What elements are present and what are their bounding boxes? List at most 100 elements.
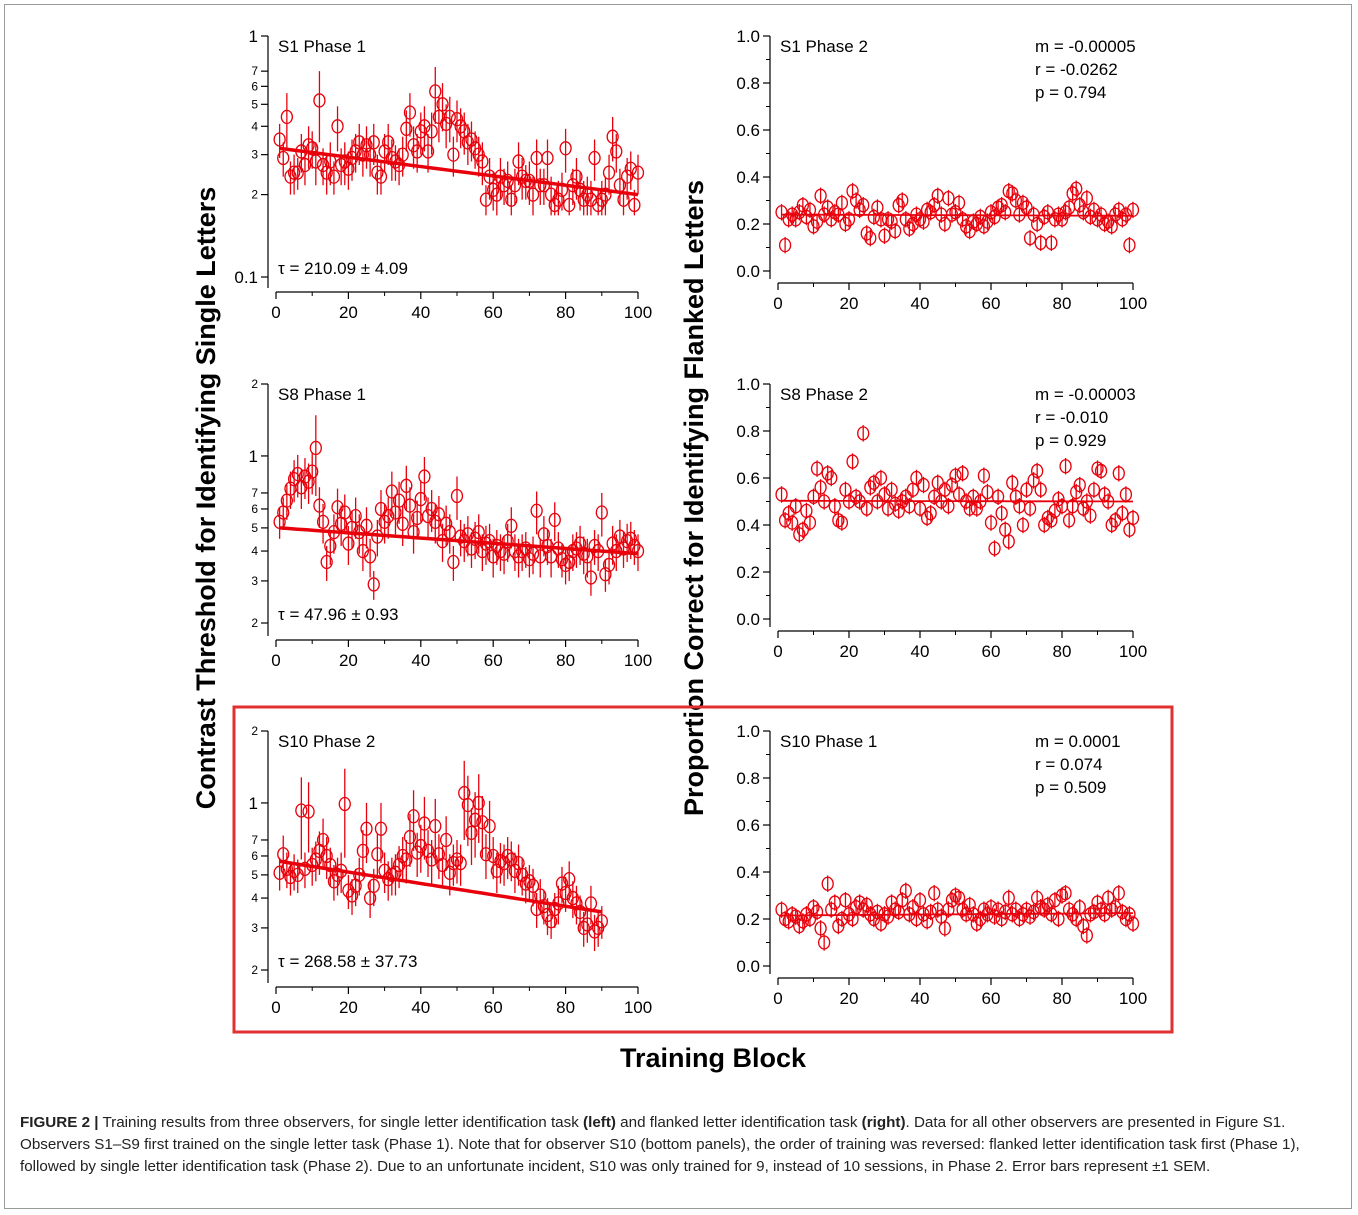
y-tick-label: 4 xyxy=(251,891,258,905)
data-point xyxy=(1073,900,1086,915)
data-point xyxy=(606,536,619,551)
data-point xyxy=(573,904,587,920)
data-point xyxy=(981,484,994,500)
panel-4: 0 20 40 60 80 100 2 3 4 5 6 7 1 2 S10 Phase 2 τ = 268.5… xyxy=(249,724,653,1017)
stat-label: p = 0.509 xyxy=(1035,778,1106,797)
x-tick-label: 80 xyxy=(1053,642,1072,661)
data-point xyxy=(981,907,994,922)
data-point xyxy=(1087,202,1101,218)
data-point xyxy=(867,911,880,927)
data-point xyxy=(775,902,788,917)
data-point xyxy=(505,192,518,207)
data-point xyxy=(577,546,590,561)
x-tick-label: 100 xyxy=(1119,989,1147,1008)
x-tick-label: 20 xyxy=(840,642,859,661)
data-point xyxy=(1080,928,1093,943)
data-point xyxy=(1119,911,1133,927)
data-point xyxy=(775,487,788,502)
data-point xyxy=(566,178,579,193)
data-point xyxy=(825,212,838,227)
data-point xyxy=(414,838,427,854)
data-point xyxy=(878,487,891,502)
data-point xyxy=(960,494,973,509)
x-tick-label: 40 xyxy=(411,303,430,322)
data-point xyxy=(548,197,561,213)
caption-text-3: . Data for all other observers are prese… xyxy=(20,1114,1300,1175)
data-point xyxy=(273,132,286,147)
data-point xyxy=(842,907,856,922)
data-point xyxy=(942,902,955,917)
data-point xyxy=(793,918,806,934)
data-point xyxy=(309,154,322,169)
y-tick-label: 0.6 xyxy=(736,469,760,488)
data-point xyxy=(338,796,351,812)
data-point xyxy=(896,893,909,908)
data-point xyxy=(526,546,540,561)
data-point xyxy=(454,529,467,544)
tau-annotation: τ = 268.58 ± 37.73 xyxy=(278,952,417,971)
data-point xyxy=(353,135,366,150)
data-point xyxy=(523,874,536,889)
y-tick-label: 0.0 xyxy=(736,610,760,629)
data-point xyxy=(1016,195,1030,211)
panel-title: S1 Phase 1 xyxy=(278,37,366,56)
data-point xyxy=(988,541,1001,556)
data-point xyxy=(327,169,341,184)
data-point xyxy=(302,804,315,819)
data-point xyxy=(849,193,863,208)
data-point xyxy=(1006,186,1019,201)
data-point xyxy=(613,178,627,193)
data-point xyxy=(1048,893,1062,908)
data-point xyxy=(316,514,330,529)
data-point xyxy=(360,518,373,533)
data-point xyxy=(952,195,966,211)
data-point xyxy=(280,861,294,876)
figure-canvas: Contrast Threshold for Identifying Singl… xyxy=(191,27,1174,1073)
data-point xyxy=(534,178,547,193)
data-point xyxy=(828,499,841,514)
panel-title: S8 Phase 1 xyxy=(278,385,366,404)
data-point xyxy=(963,897,976,913)
data-point xyxy=(454,855,467,871)
data-point xyxy=(938,216,951,232)
data-point xyxy=(874,916,888,931)
x-tick-label: 20 xyxy=(339,303,358,322)
y-tick-label: 3 xyxy=(251,574,258,588)
data-point xyxy=(309,440,322,456)
data-point xyxy=(407,524,420,540)
data-point xyxy=(952,487,966,502)
y-tick-label: 6 xyxy=(251,79,258,93)
data-point xyxy=(476,543,489,559)
stat-label: m = -0.00003 xyxy=(1035,385,1136,404)
data-point xyxy=(570,896,583,911)
data-point xyxy=(1119,487,1133,502)
x-tick-label: 0 xyxy=(271,998,280,1017)
data-point xyxy=(988,909,1001,924)
tau-annotation: τ = 47.96 ± 0.93 xyxy=(278,605,399,624)
y-tick-label: 3 xyxy=(251,148,258,162)
data-point xyxy=(494,169,507,184)
data-point xyxy=(956,466,969,481)
data-point xyxy=(327,524,341,540)
data-point xyxy=(821,466,834,481)
panel-1: 0 20 40 60 80 100 0.0 0.2 0.4 0.6 0.8 1.0 S1 Phase 2… xyxy=(736,27,1147,313)
y-tick-label: 7 xyxy=(251,833,258,847)
data-point xyxy=(1062,513,1076,528)
x-tick-label: 0 xyxy=(773,294,782,313)
data-point xyxy=(472,524,485,540)
y-tick-label: 0.6 xyxy=(736,121,760,140)
panel-title: S10 Phase 2 xyxy=(278,732,375,751)
data-point xyxy=(631,543,645,559)
data-point xyxy=(991,489,1005,504)
data-point xyxy=(818,935,831,950)
data-point xyxy=(839,893,852,908)
caption-figure-label: FIGURE 2 | xyxy=(20,1114,99,1131)
data-point xyxy=(945,893,959,908)
data-point xyxy=(1009,489,1022,504)
data-point xyxy=(1020,902,1033,917)
data-point xyxy=(1038,902,1051,917)
y-tick-label: 0.1 xyxy=(234,268,258,287)
data-point xyxy=(949,205,962,220)
data-point xyxy=(439,832,453,848)
data-point xyxy=(903,221,916,236)
